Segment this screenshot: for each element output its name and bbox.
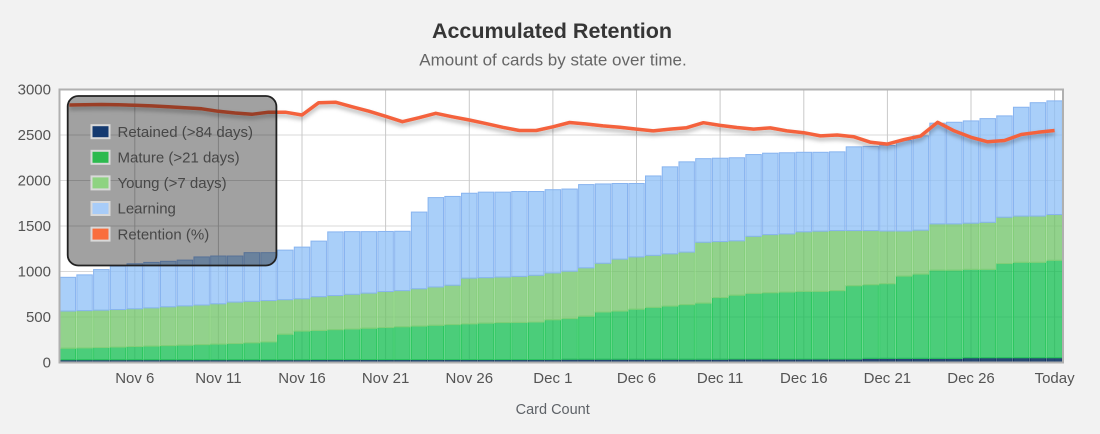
svg-text:Dec 6: Dec 6 (617, 370, 656, 387)
svg-text:Dec 16: Dec 16 (780, 370, 828, 387)
svg-text:Nov 11: Nov 11 (195, 370, 241, 387)
svg-text:Dec 26: Dec 26 (947, 370, 995, 387)
svg-text:Dec 11: Dec 11 (697, 370, 743, 387)
svg-text:Card Count: Card Count (516, 402, 590, 418)
svg-text:2000: 2000 (18, 173, 51, 190)
svg-text:Nov 21: Nov 21 (362, 370, 410, 387)
svg-text:Dec 21: Dec 21 (864, 370, 912, 387)
svg-text:Nov 16: Nov 16 (278, 370, 326, 387)
svg-text:0: 0 (43, 355, 51, 372)
svg-text:1500: 1500 (18, 218, 51, 235)
svg-text:Retention (%): Retention (%) (118, 226, 210, 243)
svg-text:Dec 1: Dec 1 (533, 370, 572, 387)
svg-text:500: 500 (26, 309, 51, 326)
svg-text:Nov 26: Nov 26 (446, 370, 494, 387)
svg-text:Accumulated Retention: Accumulated Retention (432, 19, 672, 43)
svg-text:Mature (>21 days): Mature (>21 days) (118, 150, 240, 167)
svg-text:1000: 1000 (18, 264, 51, 281)
svg-text:Nov 6: Nov 6 (115, 370, 154, 387)
svg-text:Today: Today (1035, 370, 1076, 387)
svg-text:Young (>7 days): Young (>7 days) (118, 175, 227, 192)
svg-text:Learning: Learning (118, 201, 176, 218)
svg-text:Amount of cards by state over: Amount of cards by state over time. (419, 51, 686, 70)
svg-text:3000: 3000 (18, 82, 51, 99)
svg-text:Retained (>84 days): Retained (>84 days) (118, 124, 254, 141)
svg-text:2500: 2500 (18, 127, 51, 144)
